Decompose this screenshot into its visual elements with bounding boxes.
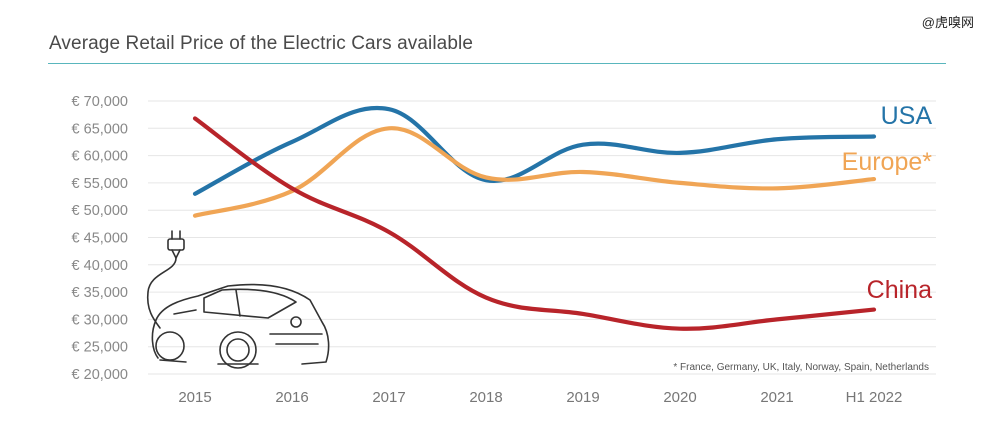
gridlines — [148, 100, 936, 375]
x-tick-label: 2018 — [469, 389, 502, 406]
title-divider — [48, 63, 946, 64]
series-labels: USA Europe* China — [842, 102, 933, 304]
y-tick-label: € 60,000 — [72, 149, 128, 165]
series-label-usa: USA — [881, 102, 933, 130]
watermark: @虎嗅网 — [921, 15, 974, 30]
y-tick-label: € 35,000 — [72, 285, 128, 301]
footnote: * France, Germany, UK, Italy, Norway, Sp… — [673, 362, 929, 373]
y-tick-label: € 50,000 — [72, 203, 128, 219]
x-tick-label: 2020 — [663, 389, 696, 406]
y-tick-label: € 20,000 — [72, 367, 128, 383]
series-line-china — [192, 116, 877, 331]
x-tick-label: 2016 — [275, 389, 308, 406]
series-label-china: China — [867, 276, 932, 304]
y-tick-label: € 25,000 — [72, 340, 128, 356]
y-tick-label: € 40,000 — [72, 258, 128, 274]
x-tick-label: H1 2022 — [846, 389, 903, 406]
y-tick-label: € 55,000 — [72, 176, 128, 192]
series-line-europe — [192, 126, 877, 218]
y-tick-label: € 70,000 — [72, 94, 128, 110]
y-tick-label: € 45,000 — [72, 231, 128, 247]
x-tick-label: 2021 — [760, 389, 793, 406]
y-axis: € 20,000 € 25,000 € 30,000 € 35,000 € 40,000… — [72, 94, 128, 383]
x-tick-label: 2017 — [372, 389, 405, 406]
y-tick-label: € 65,000 — [72, 121, 128, 137]
x-axis: 2015 2016 2017 2018 2019 2020 2021 H1 2022 — [178, 389, 902, 406]
x-tick-label: 2015 — [178, 389, 211, 406]
x-tick-label: 2019 — [566, 389, 599, 406]
series-label-europe: Europe* — [842, 148, 933, 176]
series-line-usa — [192, 105, 877, 196]
y-tick-label: € 30,000 — [72, 312, 128, 328]
chart-title: Average Retail Price of the Electric Car… — [49, 33, 473, 54]
series-lines — [192, 105, 877, 331]
electric-car-icon — [146, 230, 330, 369]
